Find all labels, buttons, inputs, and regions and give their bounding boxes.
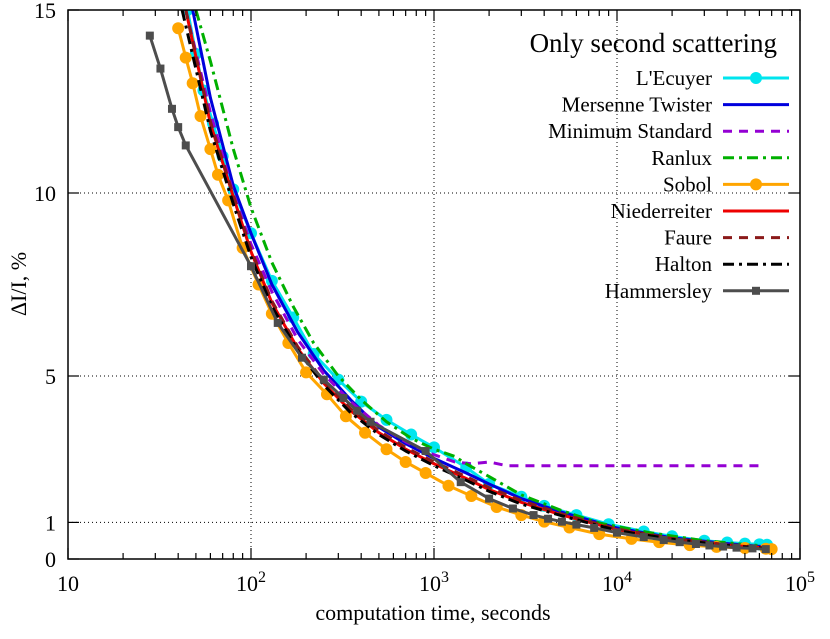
legend-title: Only second scattering <box>530 28 777 58</box>
data-point-hammersley <box>456 478 465 487</box>
data-point-sobol <box>300 366 313 379</box>
data-point-sobol <box>186 77 199 90</box>
x-tick-label: 102 <box>236 569 266 596</box>
data-point-hammersley <box>167 104 176 113</box>
data-point-hammersley <box>590 523 599 532</box>
series-hammersley <box>145 31 770 554</box>
y-tick-label: 15 <box>34 0 56 23</box>
data-point-sobol <box>194 110 207 123</box>
legend-item-sobol: Sobol <box>663 172 789 196</box>
legend-label-faure: Faure <box>664 226 712 250</box>
data-point-hammersley <box>748 544 757 553</box>
data-point-hammersley <box>691 539 700 548</box>
data-point-hammersley <box>675 538 684 547</box>
data-point-hammersley <box>273 318 282 327</box>
data-point-hammersley <box>659 535 668 544</box>
x-tick-label: 105 <box>785 569 815 596</box>
data-point-hammersley <box>319 375 328 384</box>
data-point-hammersley <box>247 262 255 271</box>
data-point-sobol <box>465 490 478 503</box>
series-group <box>145 10 778 556</box>
legend-marker-hammersley <box>752 286 760 295</box>
data-point-hammersley <box>572 520 581 529</box>
legend-item-mersenne-twister: Mersenne Twister <box>562 93 789 117</box>
data-point-sobol <box>380 443 393 456</box>
data-point-sobol <box>399 456 412 469</box>
y-tick-label: 0 <box>45 547 56 572</box>
legend-label-l-ecuyer: L'Ecuyer <box>636 66 712 90</box>
x-tick-label: 103 <box>419 569 449 596</box>
data-point-hammersley <box>174 123 183 132</box>
legend-item-halton: Halton <box>655 252 789 276</box>
data-point-sobol <box>419 466 432 479</box>
legend-item-ranlux: Ranlux <box>651 146 789 170</box>
legend-marker-l-ecuyer <box>750 72 762 84</box>
data-point-hammersley <box>298 353 307 362</box>
data-point-hammersley <box>353 406 362 415</box>
data-point-hammersley <box>529 511 538 520</box>
data-point-hammersley <box>181 141 190 150</box>
legend-label-mersenne-twister: Mersenne Twister <box>562 93 712 117</box>
legend-label-sobol: Sobol <box>663 172 712 196</box>
legend-marker-sobol <box>750 178 762 191</box>
data-point-hammersley <box>761 545 770 554</box>
data-point-hammersley <box>508 504 517 513</box>
series-line-faure <box>184 10 766 550</box>
data-point-sobol <box>172 22 185 35</box>
data-point-hammersley <box>557 517 566 526</box>
legend[interactable]: Only second scattering L'Ecuyer Mersenne … <box>530 28 789 303</box>
x-axis-label: computation time, seconds <box>315 600 550 625</box>
legend-label-minimum-standard: Minimum Standard <box>548 119 712 143</box>
data-point-sobol <box>359 426 372 439</box>
data-point-hammersley <box>639 533 648 542</box>
data-point-hammersley <box>719 542 728 551</box>
data-point-sobol <box>339 410 352 423</box>
data-point-sobol <box>211 168 224 181</box>
data-point-hammersley <box>732 543 741 552</box>
data-point-hammersley <box>156 64 165 73</box>
series-sobol <box>172 22 778 556</box>
x-tick-label: 104 <box>602 569 632 596</box>
data-point-hammersley <box>613 528 621 537</box>
legend-label-ranlux: Ranlux <box>651 146 712 170</box>
legend-item-faure: Faure <box>664 226 789 250</box>
legend-item-niederreiter: Niederreiter <box>611 199 789 223</box>
data-point-hammersley <box>421 447 430 456</box>
y-tick-label: 1 <box>45 510 56 535</box>
y-tick-label: 5 <box>45 364 56 389</box>
series-mersenne-twister <box>191 10 766 549</box>
data-point-hammersley <box>339 393 348 402</box>
legend-item-minimum-standard: Minimum Standard <box>548 119 789 143</box>
legend-label-halton: Halton <box>655 252 713 276</box>
series-line-mersenne-twister <box>191 10 766 549</box>
data-point-hammersley <box>145 31 154 40</box>
legend-item-hammersley: Hammersley <box>605 279 789 303</box>
data-point-hammersley <box>544 514 553 523</box>
data-point-hammersley <box>705 541 714 550</box>
data-point-sobol <box>204 143 217 156</box>
data-point-hammersley <box>485 494 494 503</box>
data-point-sobol <box>179 51 192 64</box>
series-ranlux <box>194 10 768 548</box>
x-tick-label: 10 <box>57 571 79 596</box>
legend-label-niederreiter: Niederreiter <box>611 199 712 223</box>
series-line-ranlux <box>194 10 768 548</box>
legend-item-l-ecuyer: L'Ecuyer <box>636 66 789 90</box>
data-point-hammersley <box>366 417 375 426</box>
data-point-sobol <box>442 479 455 492</box>
series-faure <box>184 10 766 550</box>
y-axis-label: ΔI/I, % <box>6 252 31 316</box>
y-tick-label: 10 <box>34 181 56 206</box>
legend-label-hammersley: Hammersley <box>605 279 713 303</box>
